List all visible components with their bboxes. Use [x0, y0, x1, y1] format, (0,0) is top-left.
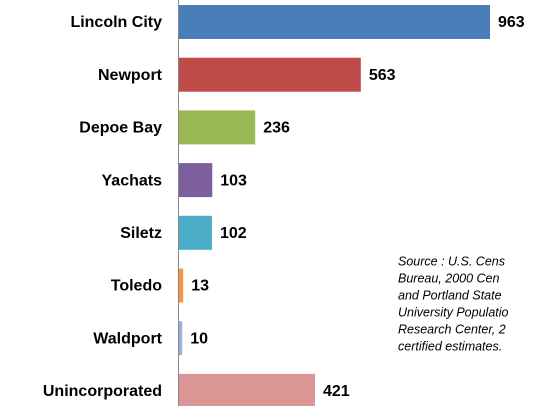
source-note: University Populatio [398, 305, 509, 319]
source-note: Bureau, 2000 Cen [398, 271, 500, 285]
source-note: certified estimates. [398, 339, 502, 353]
bar [179, 57, 361, 92]
value-label: 421 [323, 383, 350, 400]
source-note: Source : U.S. Cens [398, 254, 505, 268]
value-label: 13 [191, 278, 209, 295]
category-label: Siletz [120, 225, 162, 242]
category-label: Waldport [93, 330, 162, 347]
bar [179, 163, 213, 198]
source-note: Research Center, 2 [398, 322, 506, 336]
category-label: Unincorporated [43, 383, 162, 400]
category-label: Depoe Bay [79, 120, 162, 137]
source-note: and Portland State [398, 288, 502, 302]
bar [179, 110, 256, 145]
value-label: 10 [190, 330, 208, 347]
bar [179, 373, 315, 406]
bar [179, 5, 490, 39]
bar [179, 321, 183, 356]
value-label: 563 [369, 67, 396, 84]
bar [179, 215, 212, 250]
bar [179, 268, 184, 303]
category-label: Toledo [111, 278, 162, 295]
category-label: Lincoln City [70, 14, 162, 31]
category-label: Newport [98, 67, 163, 84]
value-label: 963 [498, 14, 525, 31]
value-label: 236 [263, 120, 290, 137]
category-label: Yachats [102, 172, 163, 189]
value-label: 103 [220, 172, 247, 189]
value-label: 102 [220, 225, 247, 242]
